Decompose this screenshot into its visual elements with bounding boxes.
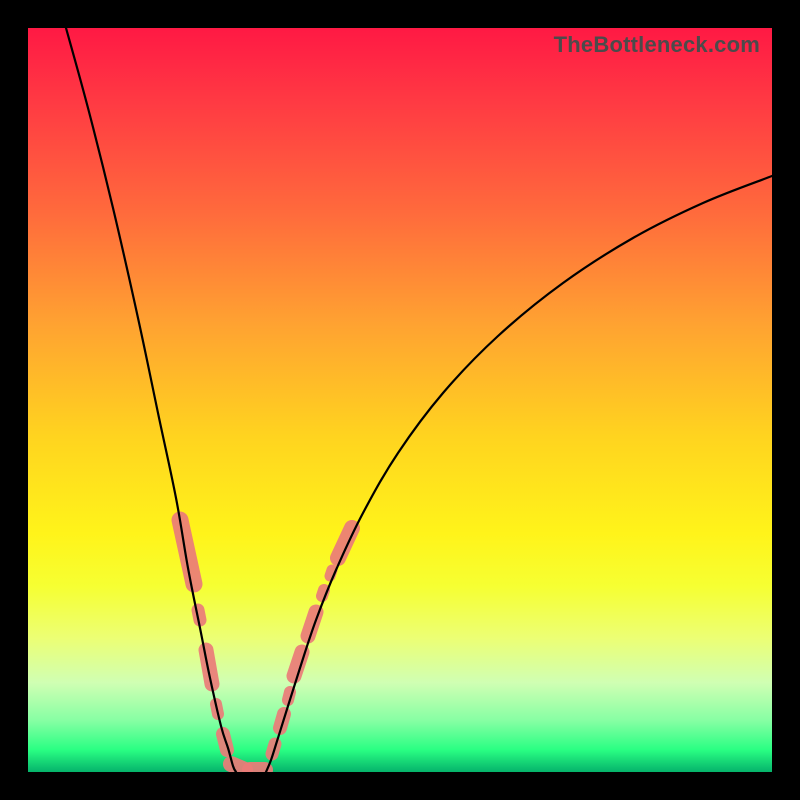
plot-area: TheBottleneck.com — [28, 28, 772, 772]
chart-frame: TheBottleneck.com — [0, 0, 800, 800]
watermark-text: TheBottleneck.com — [554, 32, 760, 58]
right-branch-curve — [266, 176, 772, 772]
bead-segments — [180, 520, 352, 770]
curve-layer — [28, 28, 772, 772]
bead-segment — [330, 570, 332, 576]
bead-segment — [322, 590, 324, 596]
bead-segment — [338, 528, 352, 558]
